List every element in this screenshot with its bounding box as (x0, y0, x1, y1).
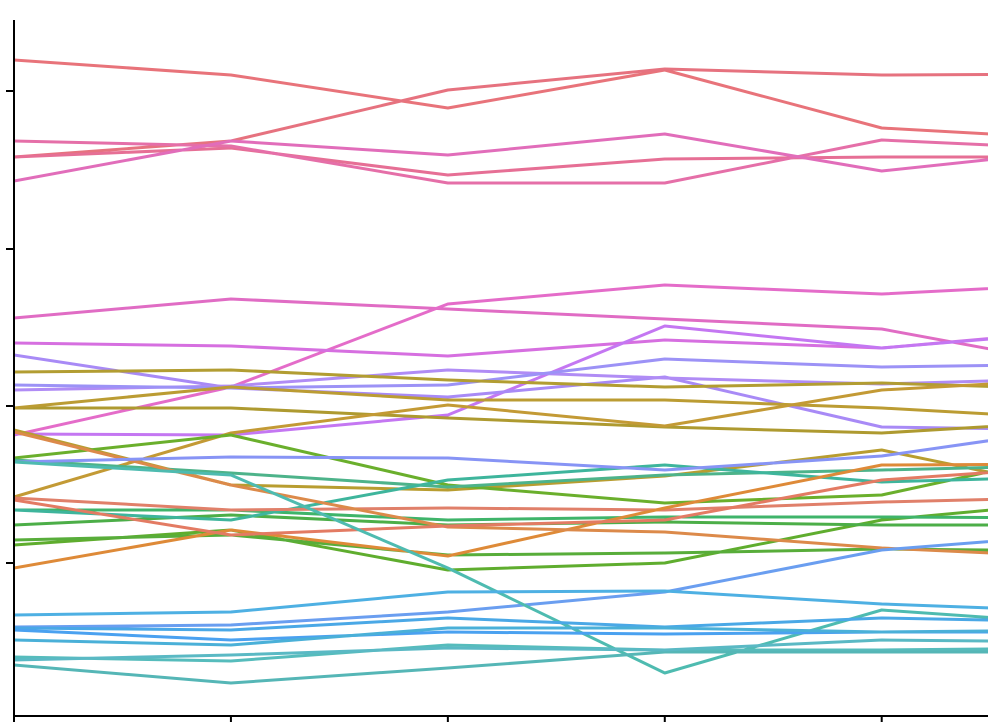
series-line (14, 357, 988, 390)
series-line (14, 540, 988, 629)
series-line (14, 589, 988, 617)
series-line (14, 138, 988, 185)
series-line (14, 460, 988, 675)
series-line (14, 297, 988, 351)
series-line (14, 638, 988, 662)
series-line (14, 463, 988, 570)
series-line (14, 385, 988, 416)
series-line (14, 353, 988, 430)
series-line (14, 439, 988, 472)
series-line (14, 626, 988, 647)
series-line (14, 433, 988, 505)
series-line (14, 508, 988, 522)
series-line (14, 430, 988, 555)
series-line (14, 463, 988, 522)
series-line (14, 471, 988, 537)
series-line (14, 146, 988, 177)
series-line (14, 616, 988, 632)
series-line (14, 58, 988, 136)
series-line (14, 496, 988, 512)
lines (14, 58, 988, 685)
series-line (14, 650, 988, 685)
series-line (14, 458, 988, 489)
series-line (14, 382, 988, 499)
series-line (14, 283, 988, 437)
series-line (14, 132, 988, 183)
series-line (14, 368, 988, 389)
series-line (14, 406, 988, 435)
